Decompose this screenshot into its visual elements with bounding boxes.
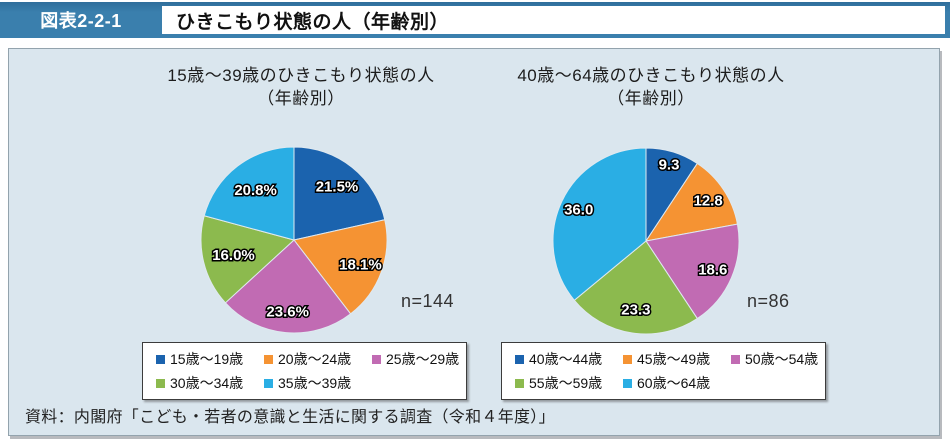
legend-label: 45歳～49歳	[637, 351, 711, 367]
right-pie-chart: 9.3 12.8 18.6 23.3 36.0	[552, 147, 740, 335]
legend-item: 30歳～34歳	[156, 373, 262, 393]
left-chart-title: 15歳～39歳のひきこもり状態の人 （年齢別）	[116, 65, 486, 111]
legend-marker-icon	[731, 354, 740, 364]
left-chart-title-line1: 15歳～39歳のひきこもり状態の人	[167, 66, 435, 85]
legend-marker-icon	[264, 354, 273, 364]
pie-value-label: 23.3	[621, 301, 650, 318]
legend-label: 30歳～34歳	[170, 375, 244, 391]
legend-item: 45歳～49歳	[623, 349, 729, 369]
pie-slice-55歳～59歳	[573, 240, 698, 335]
legend-label: 60歳～64歳	[637, 375, 711, 391]
pie-slice-35歳～39歳	[203, 146, 295, 241]
legend-item: 50歳～54歳	[731, 349, 821, 369]
legend-label: 55歳～59歳	[529, 375, 603, 391]
pie-slice-30歳～34歳	[200, 215, 295, 304]
legend-marker-icon	[156, 378, 165, 388]
pie-value-label: 9.3	[659, 157, 680, 174]
right-chart-title-line1: 40歳～64歳のひきこもり状態の人	[517, 66, 785, 85]
figure-title-box: ひきこもり状態の人（年齢別）	[162, 6, 945, 34]
figure-titlebar: 図表2-2-1 ひきこもり状態の人（年齢別）	[0, 2, 950, 38]
left-sample-size-label: n=144	[401, 291, 455, 311]
left-chart-title-line2: （年齢別）	[257, 88, 345, 108]
pie-slice-60歳～64歳	[552, 147, 647, 301]
right-chart-title: 40歳～64歳のひきこもり状態の人 （年齢別）	[466, 65, 836, 111]
legend-marker-icon	[156, 354, 165, 364]
left-legend: 15歳～19歳 20歳～24歳 25歳～29歳 30歳～34歳 35歳～39歳	[142, 342, 467, 400]
legend-item: 40歳～44歳	[515, 349, 621, 369]
legend-item: 60歳～64歳	[623, 373, 729, 393]
chart-panel: 15歳～39歳のひきこもり状態の人 （年齢別） 21.5% 18.1% 23.6% 1…	[8, 48, 940, 436]
pie-slice-25歳～29歳	[224, 239, 352, 334]
pie-slice-15歳～19歳	[293, 146, 386, 241]
pie-value-label: 12.8	[693, 192, 722, 209]
pie-value-label: 18.6	[698, 262, 727, 279]
pie-value-label: 21.5%	[316, 179, 359, 196]
legend-marker-icon	[623, 354, 632, 364]
pie-value-label: 18.1%	[339, 256, 382, 273]
legend-marker-icon	[515, 378, 524, 388]
right-legend: 40歳～44歳 45歳～49歳 50歳～54歳 55歳～59歳 60歳～64歳	[501, 342, 826, 400]
pie-value-label: 23.6%	[266, 304, 309, 321]
legend-label: 25歳～29歳	[386, 351, 460, 367]
legend-item: 20歳～24歳	[264, 349, 370, 369]
figure-number-label: 図表2-2-1	[40, 11, 122, 31]
legend-marker-icon	[264, 378, 273, 388]
right-sample-size-label: n=86	[747, 291, 790, 311]
pie-slice-50歳～54歳	[645, 223, 740, 320]
legend-marker-icon	[515, 354, 524, 364]
legend-label: 35歳～39歳	[278, 375, 352, 391]
pie-slice-20歳～24歳	[293, 219, 388, 315]
pie-slice-45歳～49歳	[645, 162, 738, 242]
legend-item: 55歳～59歳	[515, 373, 621, 393]
pie-value-label: 20.8%	[234, 182, 277, 199]
legend-item: 35歳～39歳	[264, 373, 370, 393]
legend-label: 40歳～44歳	[529, 351, 603, 367]
source-note: 資料：内閣府「こども・若者の意識と生活に関する調査（令和４年度）」	[25, 409, 555, 426]
pie-value-label: 36.0	[564, 202, 593, 219]
figure-title: ひきこもり状態の人（年齢別）	[176, 11, 450, 33]
legend-label: 20歳～24歳	[278, 351, 352, 367]
legend-marker-icon	[372, 354, 381, 364]
legend-item: 15歳～19歳	[156, 349, 262, 369]
left-pie-chart: 21.5% 18.1% 23.6% 16.0% 20.8%	[200, 146, 388, 334]
right-chart-title-line2: （年齢別）	[607, 88, 695, 108]
legend-marker-icon	[623, 378, 632, 388]
legend-label: 15歳～19歳	[170, 351, 244, 367]
legend-label: 50歳～54歳	[745, 351, 819, 367]
pie-value-label: 16.0%	[212, 247, 255, 264]
legend-item: 25歳～29歳	[372, 349, 462, 369]
